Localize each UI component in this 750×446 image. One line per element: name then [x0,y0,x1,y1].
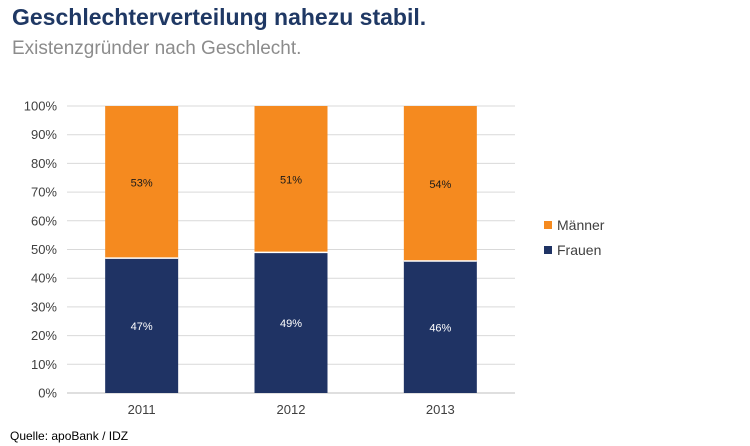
bar-segment [254,252,328,393]
y-tick-label: 30% [31,299,57,314]
data-label: 53% [131,178,153,190]
y-tick-label: 20% [31,328,57,343]
x-tick-label: 2013 [426,402,455,417]
x-tick-label: 2012 [277,402,306,417]
y-tick-label: 40% [31,271,57,286]
legend-swatch [544,246,552,254]
x-axis-tick-labels: 2011 2012 2013 [128,402,455,417]
y-tick-label: 100% [24,99,58,114]
source-note: Quelle: apoBank / IDZ [10,429,129,443]
legend-swatch [544,221,552,229]
y-tick-label: 50% [31,242,57,257]
chart-title: Geschlechterverteilung nahezu stabil. [12,4,427,30]
data-label: 49% [280,318,302,330]
data-labels: 47% 53% 49% 51% 46% 54% [131,175,452,335]
data-label: 51% [280,175,302,187]
y-axis-tick-labels: 0% 10% 20% 30% 40% 50% 60% 70% 80% 90% 100% [24,99,58,401]
legend-label: Frauen [557,242,601,258]
bar-segment [403,106,477,261]
data-label: 46% [429,322,451,334]
bars [105,106,477,393]
y-tick-label: 70% [31,185,57,200]
x-tick-label: 2011 [128,402,156,417]
y-tick-label: 0% [38,386,57,401]
y-tick-label: 60% [31,213,57,228]
y-tick-label: 10% [31,357,57,372]
data-label: 54% [429,179,451,191]
legend: Männer Frauen [544,217,605,258]
bar-segment [254,106,328,253]
y-tick-label: 80% [31,156,57,171]
y-tick-label: 90% [31,127,57,142]
bar-segment [105,258,179,393]
bar-segment [105,106,179,259]
legend-label: Männer [557,217,605,233]
bar-segment [403,260,477,393]
data-label: 47% [131,321,153,333]
chart-subtitle: Existenzgründer nach Geschlecht. [12,38,302,59]
